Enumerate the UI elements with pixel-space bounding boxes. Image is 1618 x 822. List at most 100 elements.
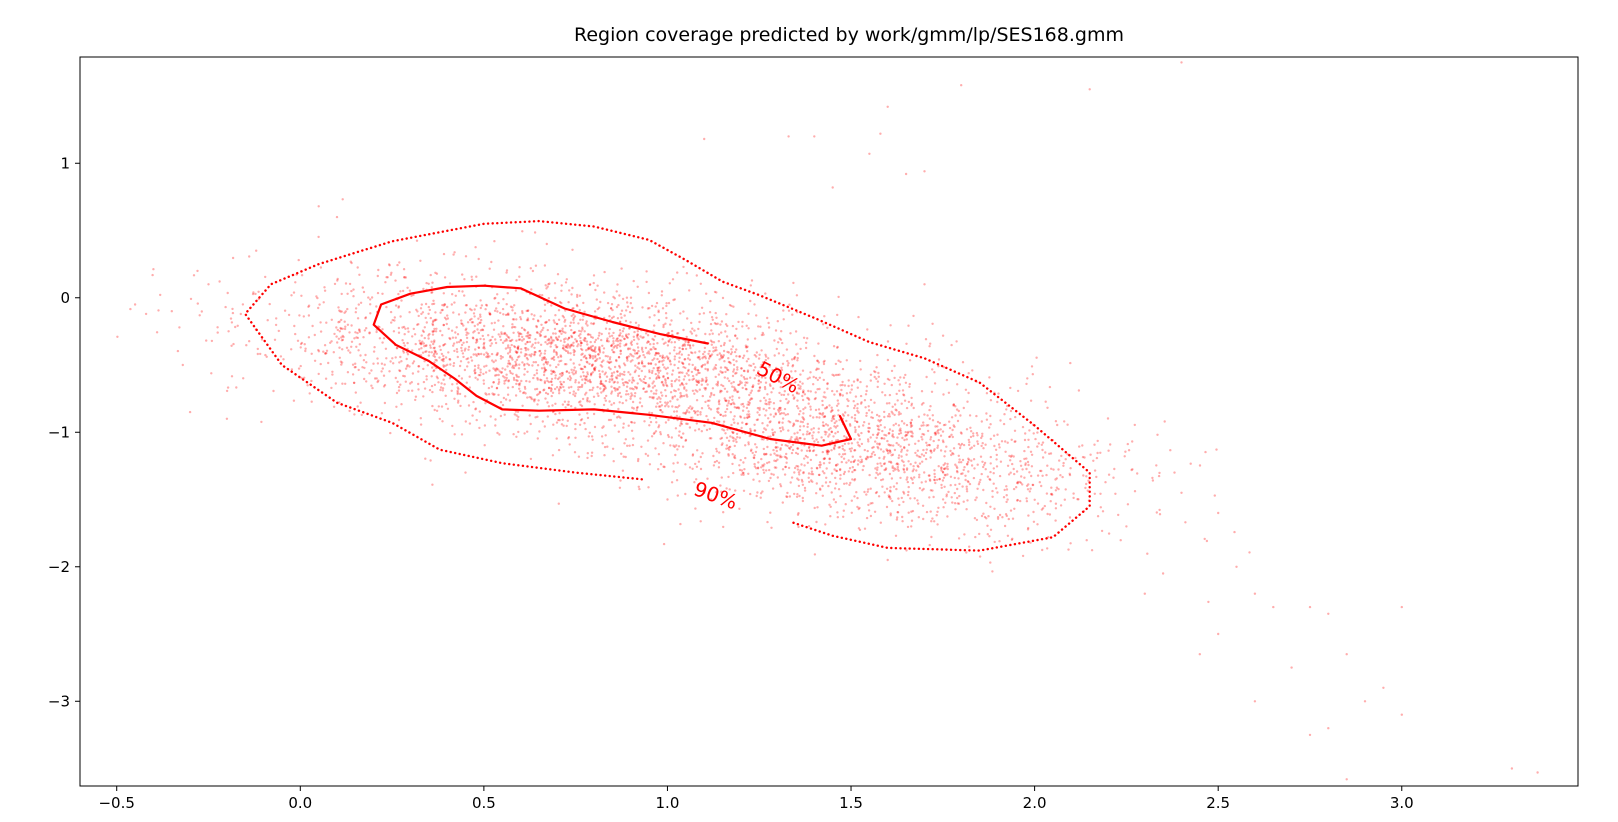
data-point [843,435,846,438]
data-point [944,474,947,477]
data-point [687,341,690,344]
data-point [299,342,303,346]
data-point [626,357,629,360]
data-point [468,318,472,322]
data-point [651,369,654,373]
data-point [891,412,894,415]
data-point [934,431,937,434]
data-point [151,273,154,277]
data-point [455,326,458,329]
data-point [557,448,561,452]
data-point [908,382,911,386]
data-point [659,405,662,408]
data-point [680,382,684,385]
data-point [807,472,811,475]
data-point [952,403,955,406]
data-point [490,342,493,345]
data-point [982,512,985,515]
data-point [789,332,792,335]
data-point [924,457,928,461]
data-point [874,476,877,480]
data-point [562,424,565,427]
data-point [750,389,753,392]
data-point [456,391,459,394]
data-point [671,369,675,372]
data-point [836,313,839,317]
data-point [650,435,654,438]
data-point [637,356,641,359]
data-point [608,378,612,381]
data-point [554,374,557,377]
data-point [474,246,477,249]
data-point [592,395,596,398]
data-point [902,376,906,379]
data-point [479,306,482,310]
data-point [856,386,859,389]
data-point [779,454,782,457]
data-point [1047,536,1050,539]
data-point [706,369,709,372]
data-point [740,381,743,384]
data-point [546,379,549,383]
data-point [431,323,435,327]
data-point [889,497,892,500]
data-point [881,478,885,481]
data-point [761,361,765,364]
data-point [936,523,939,526]
data-point [395,347,399,350]
data-point [989,470,992,474]
data-point [557,318,561,321]
data-point [649,362,653,365]
data-point [867,409,871,412]
data-point [900,455,903,458]
data-point [801,483,805,486]
data-point [342,335,345,339]
data-point [450,329,454,332]
data-point [823,430,827,433]
x-tick-label: 0.5 [472,794,496,812]
data-point [543,369,546,373]
data-point [896,399,899,402]
data-point [1025,484,1029,487]
data-point [694,412,697,415]
data-point [448,336,451,340]
data-point [558,330,562,333]
data-point [593,367,596,370]
data-point [659,369,662,372]
data-point [973,444,976,447]
data-point [695,422,698,425]
data-point [695,334,698,337]
data-point [404,276,407,279]
data-point [586,343,589,346]
data-point [956,419,960,423]
data-point [604,327,608,330]
data-point [888,495,892,498]
data-point [801,420,804,424]
data-point [680,422,684,426]
data-point [941,334,945,337]
data-point [591,349,594,353]
data-point [912,468,915,471]
data-point [600,435,604,438]
data-point [226,386,230,389]
data-point [922,433,926,436]
data-point [1107,532,1111,535]
data-point [1001,516,1004,519]
data-point [745,360,749,363]
data-point [720,490,723,493]
data-point [682,365,685,369]
data-point [1068,473,1072,477]
data-point [555,421,559,424]
data-point [573,331,577,334]
data-point [470,275,473,278]
data-point [531,343,534,346]
data-point [433,369,436,372]
data-point [533,346,536,349]
data-point [460,319,463,322]
data-point [600,365,604,368]
data-point [902,468,906,472]
data-point [290,368,294,371]
data-point [725,313,728,316]
data-point [463,349,466,352]
data-point [907,324,910,327]
